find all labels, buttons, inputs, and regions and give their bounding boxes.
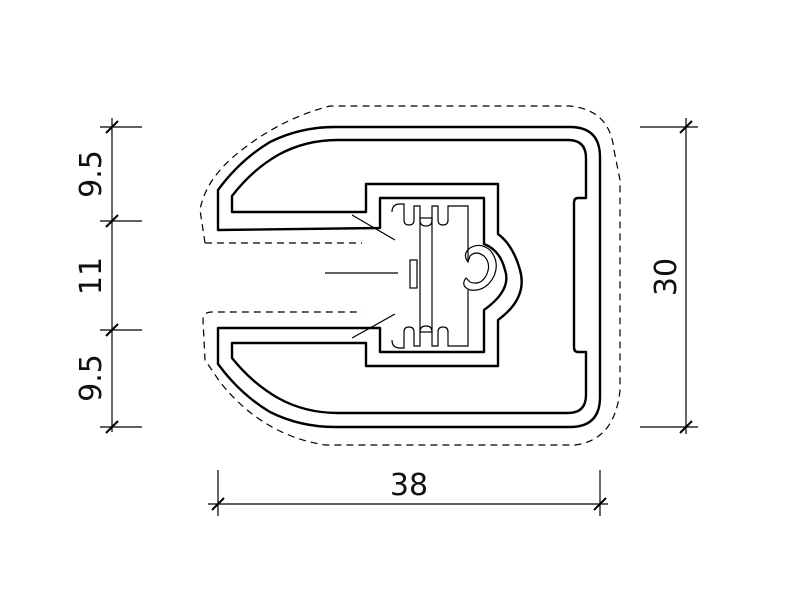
leader-lines: [325, 214, 398, 339]
profile-outer-contour: [216, 125, 602, 429]
left-dimension-chain: [100, 118, 142, 434]
bottom-dimension: [208, 470, 608, 516]
dashed-envelope-outline: [199, 105, 621, 446]
dimension-left-top: 9.5: [74, 150, 109, 198]
dimension-right-height: 30: [649, 258, 684, 296]
right-dimension: [640, 118, 698, 434]
dimension-left-bottom: 9.5: [74, 354, 109, 402]
inner-clip-detail: [391, 203, 497, 349]
dimension-left-middle: 11: [74, 257, 109, 295]
profile-inner-contour: [230, 138, 588, 415]
glass-insert: [419, 217, 433, 333]
dimension-bottom-width: 38: [390, 468, 428, 503]
